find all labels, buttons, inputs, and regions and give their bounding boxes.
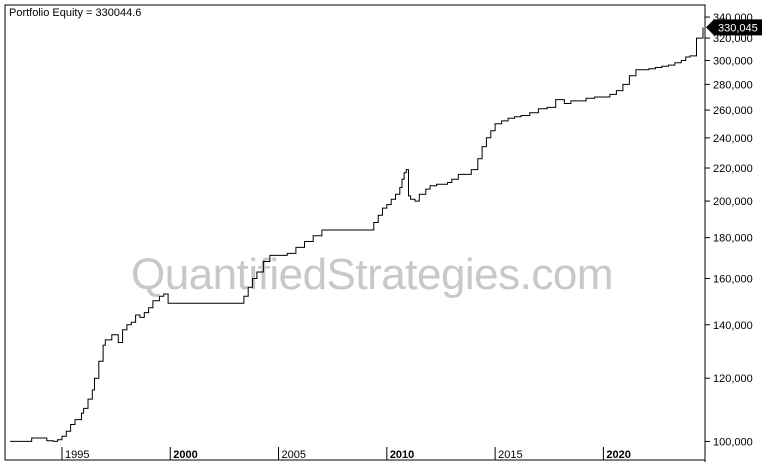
last-value-badge-shape — [706, 19, 762, 36]
watermark-text: QuantifiedStrategies.com — [131, 250, 613, 299]
y-tick-label: 220,000 — [713, 163, 753, 175]
y-tick-label: 320,000 — [713, 33, 753, 45]
y-tick-label: 100,000 — [713, 436, 753, 448]
last-value-label: 330,045 — [718, 22, 758, 34]
x-tick-label: 2010 — [390, 449, 414, 461]
y-tick-label: 120,000 — [713, 373, 753, 385]
last-value-badge: 330,045 — [706, 19, 762, 36]
y-tick-label: 260,000 — [713, 105, 753, 117]
y-axis: 100,000 120,000 140,000 160,000 180,000 200,0… — [705, 12, 753, 448]
x-axis: 1995 2000 2005 2010 2015 2020 — [61, 447, 631, 461]
y-tick-label: 280,000 — [713, 79, 753, 91]
x-tick-label: 2005 — [282, 449, 306, 461]
equity-series-line — [10, 27, 704, 442]
y-tick-label: 140,000 — [713, 320, 753, 332]
y-tick-label: 200,000 — [713, 196, 753, 208]
y-tick-label: 300,000 — [713, 55, 753, 67]
y-tick-label: 180,000 — [713, 233, 753, 245]
y-tick-label: 240,000 — [713, 133, 753, 145]
x-tick-label: 2020 — [606, 449, 630, 461]
x-tick-label: 1995 — [65, 449, 89, 461]
y-tick-label: 160,000 — [713, 273, 753, 285]
x-tick-label: 2015 — [498, 449, 522, 461]
chart-title: Portfolio Equity = 330044.6 — [9, 7, 141, 19]
x-tick-label: 2000 — [173, 449, 197, 461]
